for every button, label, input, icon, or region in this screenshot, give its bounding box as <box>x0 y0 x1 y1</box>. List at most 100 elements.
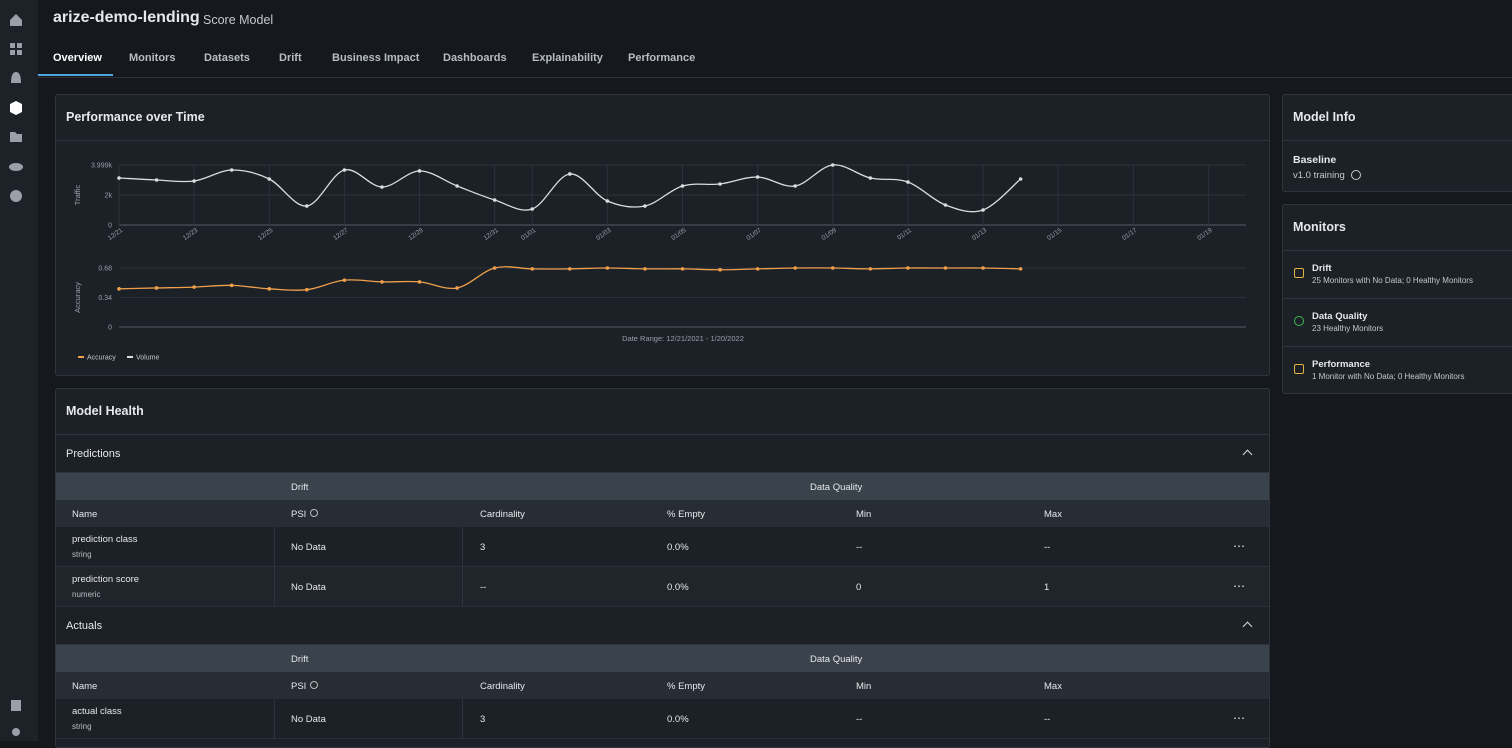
info-icon[interactable] <box>310 681 318 689</box>
feature-name: prediction score <box>72 574 140 585</box>
y-tick-label: 0.34 <box>98 295 112 302</box>
y-tick-label: 0 <box>108 223 112 230</box>
section-header[interactable]: Actuals <box>56 607 1269 645</box>
row-menu[interactable]: ⋯ <box>1233 711 1246 725</box>
cell-divider <box>462 527 463 567</box>
tab[interactable]: Dashboards <box>443 52 507 64</box>
info-icon[interactable] <box>310 509 318 517</box>
data-point <box>305 204 309 208</box>
column-label: Cardinality <box>480 681 525 692</box>
panel-title: Model Info <box>1283 95 1512 141</box>
tab[interactable]: Datasets <box>204 52 250 64</box>
cell-divider <box>274 527 275 567</box>
column-label: % Empty <box>667 681 706 692</box>
column-label: Min <box>856 509 872 520</box>
cell-divider <box>274 567 275 607</box>
column-label: Cardinality <box>480 509 525 520</box>
cell: 1 <box>1044 582 1050 593</box>
monitor-item[interactable]: Performance 1 Monitor with No Data; 0 Hea… <box>1283 347 1512 393</box>
group-header: Drift Data Quality <box>56 473 1269 500</box>
monitor-item[interactable]: Data Quality 23 Healthy Monitors <box>1283 299 1512 347</box>
legend-label[interactable]: Volume <box>136 355 159 362</box>
settings-icon[interactable] <box>10 190 22 202</box>
monitors-panel: Monitors Drift 25 Monitors with No Data; … <box>1282 204 1512 394</box>
cell: -- <box>856 542 863 553</box>
series-line <box>118 164 1022 213</box>
monitor-detail: 25 Monitors with No Data; 0 Healthy Moni… <box>1312 276 1473 285</box>
grid-icon[interactable] <box>10 43 15 48</box>
tab[interactable]: Monitors <box>129 52 176 64</box>
tab[interactable]: Explainability <box>532 52 603 64</box>
data-point <box>380 185 384 189</box>
data-point <box>755 267 760 271</box>
data-point <box>267 287 272 291</box>
column-label: PSI <box>291 681 307 692</box>
row-menu[interactable]: ⋯ <box>1233 579 1246 593</box>
cell: 3 <box>480 542 486 553</box>
collapse-icon[interactable] <box>1242 621 1253 632</box>
model-info-panel: Model Info Baseline v1.0 training <box>1282 94 1512 192</box>
sidebar-icons <box>9 14 23 736</box>
status-icon <box>1294 316 1304 326</box>
cell: 0.0% <box>667 714 689 725</box>
data-point <box>342 168 347 172</box>
user-icon[interactable] <box>12 728 20 736</box>
bell-icon[interactable] <box>11 72 21 83</box>
x-tick-label: 12/27 <box>332 227 350 242</box>
x-tick-label: 01/07 <box>745 227 763 242</box>
data-point <box>605 266 610 270</box>
model-icon[interactable] <box>10 101 22 115</box>
data-point <box>117 287 121 291</box>
data-point <box>718 267 722 272</box>
cell: 0.0% <box>667 582 689 593</box>
monitor-item[interactable]: Drift 25 Monitors with No Data; 0 Healthy… <box>1283 251 1512 299</box>
data-point <box>154 286 159 290</box>
tab[interactable]: Drift <box>279 52 302 64</box>
data-point <box>417 169 422 173</box>
performance-panel: Performance over Time Traffic 0 2k 3.999k 12… <box>55 94 1270 376</box>
panel-title: Monitors <box>1283 205 1512 251</box>
data-point <box>718 182 722 186</box>
data-point <box>154 178 159 182</box>
data-point <box>117 176 121 180</box>
data-point <box>455 184 459 188</box>
data-point <box>793 266 797 270</box>
group-label: Data Quality <box>810 654 863 665</box>
section-title: Actuals <box>66 620 103 632</box>
column-label: % Empty <box>667 509 706 520</box>
column-label: Max <box>1044 509 1062 520</box>
cloud-icon[interactable] <box>9 163 23 171</box>
data-point <box>530 207 535 211</box>
column-label: Max <box>1044 681 1062 692</box>
data-point <box>192 285 196 289</box>
data-point <box>530 267 535 271</box>
group-label: Data Quality <box>810 482 863 493</box>
monitor-name: Data Quality <box>1312 311 1368 322</box>
collapse-icon[interactable] <box>1242 449 1253 460</box>
cell-divider <box>274 699 275 739</box>
y-tick-label: 2k <box>105 192 113 199</box>
baseline-label: Baseline <box>1293 154 1337 166</box>
home-icon[interactable] <box>10 14 22 26</box>
x-tick-label: 12/31 <box>482 227 500 242</box>
tab[interactable]: Business Impact <box>332 52 420 64</box>
cell: No Data <box>291 582 326 593</box>
data-point <box>906 266 910 270</box>
info-icon[interactable] <box>1351 170 1362 181</box>
column-label: Name <box>72 509 98 520</box>
data-point <box>830 163 835 167</box>
legend-label[interactable]: Accuracy <box>87 355 116 362</box>
data-point <box>793 184 797 188</box>
cell: -- <box>1044 542 1051 553</box>
section-header[interactable]: Predictions <box>56 435 1269 473</box>
row-menu[interactable]: ⋯ <box>1233 539 1246 553</box>
data-point <box>229 168 234 172</box>
tab[interactable]: Performance <box>628 52 696 64</box>
folder-icon[interactable] <box>10 132 22 142</box>
x-tick-label: 01/13 <box>971 227 989 242</box>
docs-icon[interactable] <box>11 700 21 711</box>
monitor-detail: 1 Monitor with No Data; 0 Healthy Monito… <box>1312 372 1465 381</box>
data-point <box>943 266 948 270</box>
tab[interactable]: Overview <box>53 52 102 64</box>
